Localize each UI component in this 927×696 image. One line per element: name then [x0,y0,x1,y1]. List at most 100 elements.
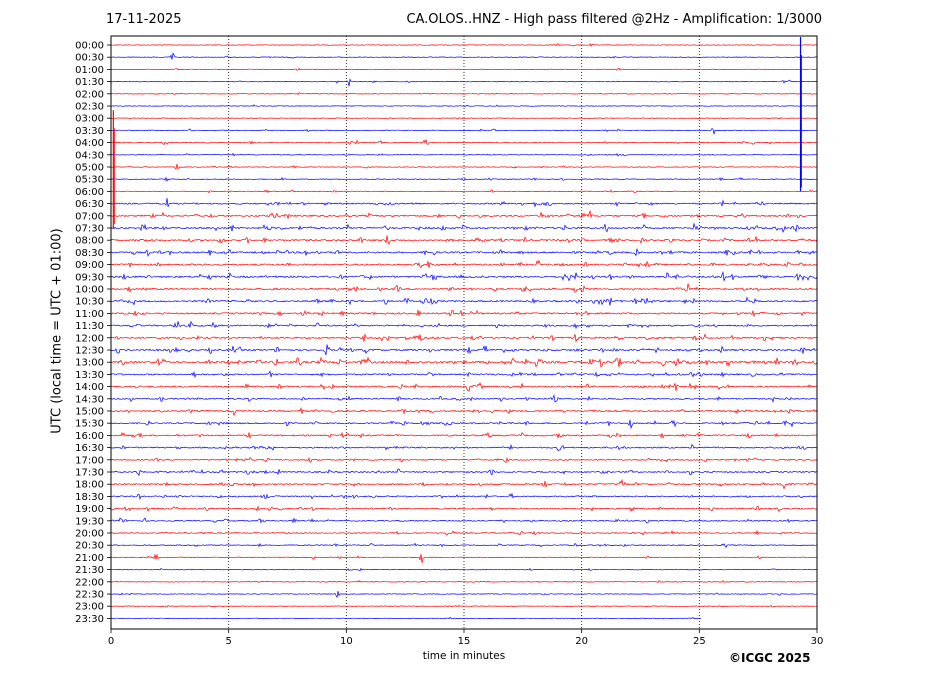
trace-0230 [110,104,818,107]
trace-0730 [110,222,818,233]
trace-1330 [110,370,817,379]
trace-1400 [110,382,818,392]
y-tick-label: 19:30 [75,516,104,527]
trace-0430 [110,152,818,157]
trace-1700 [110,456,818,464]
trace-1230 [110,344,818,356]
trace-0130 [110,78,818,87]
trace-0900 [110,259,818,269]
y-tick-label: 14:00 [75,382,104,393]
y-tick-label: 17:00 [75,455,104,466]
trace-2200 [110,580,817,583]
trace-1930 [110,517,818,524]
y-tick-label: 21:30 [75,565,104,576]
y-tick-label: 08:00 [75,236,104,247]
x-tick-label: 15 [458,636,471,647]
trace-0530 [110,176,818,182]
y-tick-label: 13:30 [75,370,104,381]
y-tick-label: 08:30 [75,248,104,259]
y-tick-label: 09:30 [75,272,104,283]
y-tick-label: 01:00 [75,65,104,76]
y-tick-label: 12:30 [75,346,104,357]
trace-1430 [110,394,818,403]
trace-2000 [110,529,818,536]
y-tick-label: 09:00 [75,260,104,271]
trace-0500 [110,163,817,171]
trace-1900 [110,505,818,513]
y-tick-label: 16:30 [75,443,104,454]
trace-1630 [110,443,818,451]
trace-0000 [110,43,818,47]
x-tick-label: 5 [225,636,231,647]
chart-title: CA.OLOS..HNZ - High pass filtered @2Hz -… [406,12,822,27]
trace-2030 [110,542,818,548]
trace-1600 [110,431,818,440]
trace-1200 [110,333,818,343]
y-tick-label: 03:30 [75,126,104,137]
y-tick-label: 11:30 [75,321,104,332]
y-tick-label: 20:30 [75,541,104,552]
x-tick-label: 20 [575,636,588,647]
y-tick-label: 23:30 [75,614,104,625]
y-tick-label: 05:30 [75,175,104,186]
trace-0600 [110,189,818,194]
trace-1500 [110,406,818,416]
y-tick-label: 17:30 [75,468,104,479]
trace-2100 [110,554,818,563]
trace-1000 [110,283,818,293]
y-tick-label: 06:00 [75,187,104,198]
y-tick-label: 19:00 [75,504,104,515]
y-tick-label: 13:00 [75,358,104,369]
y-tick-label: 15:30 [75,419,104,430]
trace-0200 [110,92,818,96]
y-tick-label: 15:00 [75,407,104,418]
y-tick-label: 22:00 [75,577,104,588]
x-tick-label: 10 [340,636,353,647]
trace-2300 [110,605,818,608]
x-axis-label: time in minutes [422,650,506,662]
y-tick-label: 07:30 [75,224,104,235]
trace-0700 [110,209,818,219]
trace-1130 [110,320,818,330]
y-tick-label: 04:30 [75,150,104,161]
copyright-label: ©ICGC 2025 [729,651,811,665]
y-tick-label: 03:00 [75,114,104,125]
trace-0100 [110,67,817,71]
trace-0630 [110,198,818,208]
y-tick-label: 00:30 [75,53,104,64]
y-tick-label: 18:30 [75,492,104,503]
trace-2130 [110,567,818,572]
trace-0930 [110,270,818,282]
y-tick-label: 02:30 [75,102,104,113]
y-tick-label: 10:00 [75,285,104,296]
trace-2330 [110,616,701,620]
y-tick-label: 22:30 [75,590,104,601]
trace-0330 [110,127,817,135]
trace-0830 [110,248,818,257]
y-tick-label: 18:00 [75,480,104,491]
trace-0400 [110,138,818,146]
y-tick-label: 16:00 [75,431,104,442]
trace-1800 [110,478,817,490]
x-tick-label: 30 [811,636,824,647]
y-tick-label: 02:00 [75,89,104,100]
y-tick-label: 10:30 [75,297,104,308]
trace-1030 [110,296,818,306]
y-tick-label: 01:30 [75,77,104,88]
y-tick-label: 20:00 [75,529,104,540]
y-tick-label: 06:30 [75,199,104,210]
y-tick-label: 21:00 [75,553,104,564]
trace-0300 [110,117,818,120]
trace-1100 [110,309,818,317]
date-label: 17-11-2025 [106,12,182,27]
x-tick-label: 0 [108,636,114,647]
y-tick-label: 00:00 [75,41,104,52]
trace-1300 [110,356,818,368]
trace-2230 [110,591,818,599]
trace-0800 [110,235,818,246]
y-tick-label: 11:00 [75,309,104,320]
y-tick-label: 07:00 [75,211,104,222]
trace-1530 [110,419,818,430]
x-tick-label: 25 [693,636,706,647]
y-tick-label: 23:00 [75,602,104,613]
